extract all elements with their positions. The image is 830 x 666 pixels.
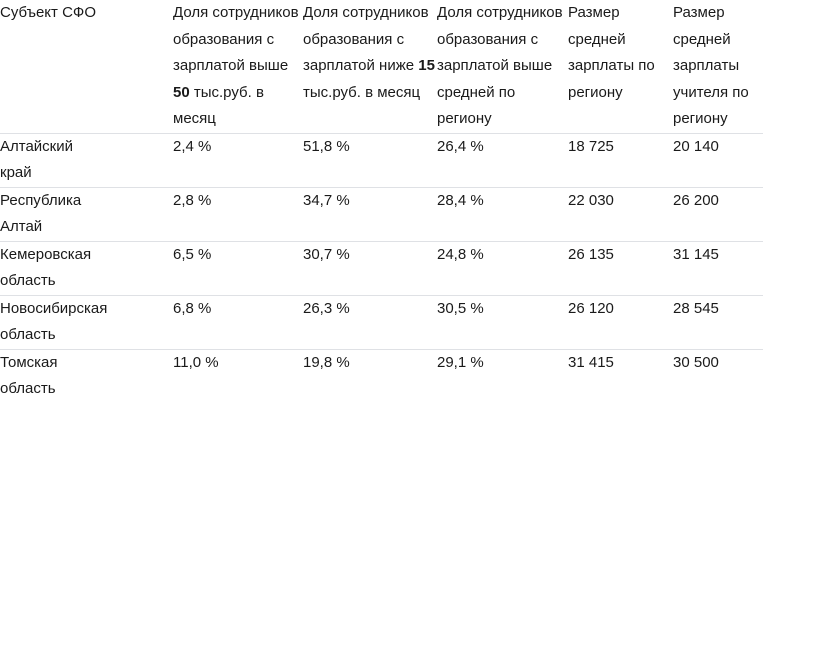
avg-salary-region-cell: 26 135 bbox=[568, 240, 673, 295]
column-header-label: Доля сотрудников образования с зарплатой… bbox=[437, 4, 563, 127]
avg-salary-region-cell: 31 415 bbox=[568, 348, 673, 403]
table-header: Субъект СФО Доля сотрудников образования… bbox=[0, 0, 763, 133]
share-below-15k-cell: 51,8 % bbox=[303, 132, 437, 187]
table-row: Алтайский край 2,4 % 51,8 % 26,4 % 18 72… bbox=[0, 132, 763, 187]
avg-salary-teacher-cell: 31 145 bbox=[673, 240, 763, 295]
header-text-pre: Доля сотрудников образования с зарплатой… bbox=[303, 4, 429, 74]
table-body: Алтайский край 2,4 % 51,8 % 26,4 % 18 72… bbox=[0, 132, 763, 403]
header-text-bold-threshold: 15 bbox=[418, 57, 435, 74]
column-header-share-below-15k: Доля сотрудников образования с зарплатой… bbox=[303, 0, 437, 133]
share-above-regional-avg-cell: 24,8 % bbox=[437, 240, 568, 295]
region-label: Томская область bbox=[0, 353, 58, 398]
share-below-15k-cell: 34,7 % bbox=[303, 186, 437, 241]
region-cell: Новосибирская область bbox=[0, 294, 173, 349]
header-text-pre: Доля сотрудников образования с зарплатой… bbox=[173, 4, 299, 74]
header-row: Субъект СФО Доля сотрудников образования… bbox=[0, 0, 763, 133]
sfo-education-salary-table: Субъект СФО Доля сотрудников образования… bbox=[0, 0, 763, 403]
region-cell: Кемеровская область bbox=[0, 240, 173, 295]
share-above-regional-avg-cell: 26,4 % bbox=[437, 132, 568, 187]
region-label: Республика Алтай bbox=[0, 191, 82, 236]
avg-salary-teacher-cell: 20 140 bbox=[673, 132, 763, 187]
share-above-50k-cell: 2,8 % bbox=[173, 186, 303, 241]
share-below-15k-cell: 19,8 % bbox=[303, 348, 437, 403]
header-text-post: тыс.руб. в месяц bbox=[303, 83, 421, 101]
share-above-50k-cell: 11,0 % bbox=[173, 348, 303, 403]
share-below-15k-cell: 30,7 % bbox=[303, 240, 437, 295]
table-row: Республика Алтай 2,8 % 34,7 % 28,4 % 22 … bbox=[0, 186, 763, 241]
avg-salary-region-cell: 18 725 bbox=[568, 132, 673, 187]
avg-salary-teacher-cell: 26 200 bbox=[673, 186, 763, 241]
avg-salary-teacher-cell: 28 545 bbox=[673, 294, 763, 349]
table-row: Томская область 11,0 % 19,8 % 29,1 % 31 … bbox=[0, 348, 763, 403]
share-above-regional-avg-cell: 30,5 % bbox=[437, 294, 568, 349]
region-cell: Республика Алтай bbox=[0, 186, 173, 241]
share-above-50k-cell: 6,8 % bbox=[173, 294, 303, 349]
share-above-50k-cell: 2,4 % bbox=[173, 132, 303, 187]
table-row: Новосибирская область 6,8 % 26,3 % 30,5 … bbox=[0, 294, 763, 349]
share-above-regional-avg-cell: 29,1 % bbox=[437, 348, 568, 403]
region-label: Новосибирская область bbox=[0, 299, 108, 344]
avg-salary-region-cell: 26 120 bbox=[568, 294, 673, 349]
share-below-15k-cell: 26,3 % bbox=[303, 294, 437, 349]
region-label: Кемеровская область bbox=[0, 245, 92, 290]
region-cell: Алтайский край bbox=[0, 132, 173, 187]
avg-salary-teacher-cell: 30 500 bbox=[673, 348, 763, 403]
column-header-share-above-50k: Доля сотрудников образования с зарплатой… bbox=[173, 0, 303, 133]
column-header-avg-salary-teacher: Размер средней зарплаты учителя по регио… bbox=[673, 0, 763, 133]
region-cell: Томская область bbox=[0, 348, 173, 403]
column-header-region-label: Субъект СФО bbox=[0, 4, 96, 21]
region-label: Алтайский край bbox=[0, 137, 74, 182]
column-header-label: Размер средней зарплаты учителя по регио… bbox=[673, 4, 749, 127]
header-text-post: тыс.руб. в месяц bbox=[173, 83, 264, 128]
header-text-bold-threshold: 50 bbox=[173, 83, 190, 101]
column-header-avg-salary-region: Размер средней зарплаты по региону bbox=[568, 0, 673, 133]
share-above-regional-avg-cell: 28,4 % bbox=[437, 186, 568, 241]
column-header-label: Размер средней зарплаты по региону bbox=[568, 4, 655, 101]
share-above-50k-cell: 6,5 % bbox=[173, 240, 303, 295]
column-header-share-above-regional-avg: Доля сотрудников образования с зарплатой… bbox=[437, 0, 568, 133]
column-header-region: Субъект СФО bbox=[0, 0, 173, 133]
table-row: Кемеровская область 6,5 % 30,7 % 24,8 % … bbox=[0, 240, 763, 295]
avg-salary-region-cell: 22 030 bbox=[568, 186, 673, 241]
